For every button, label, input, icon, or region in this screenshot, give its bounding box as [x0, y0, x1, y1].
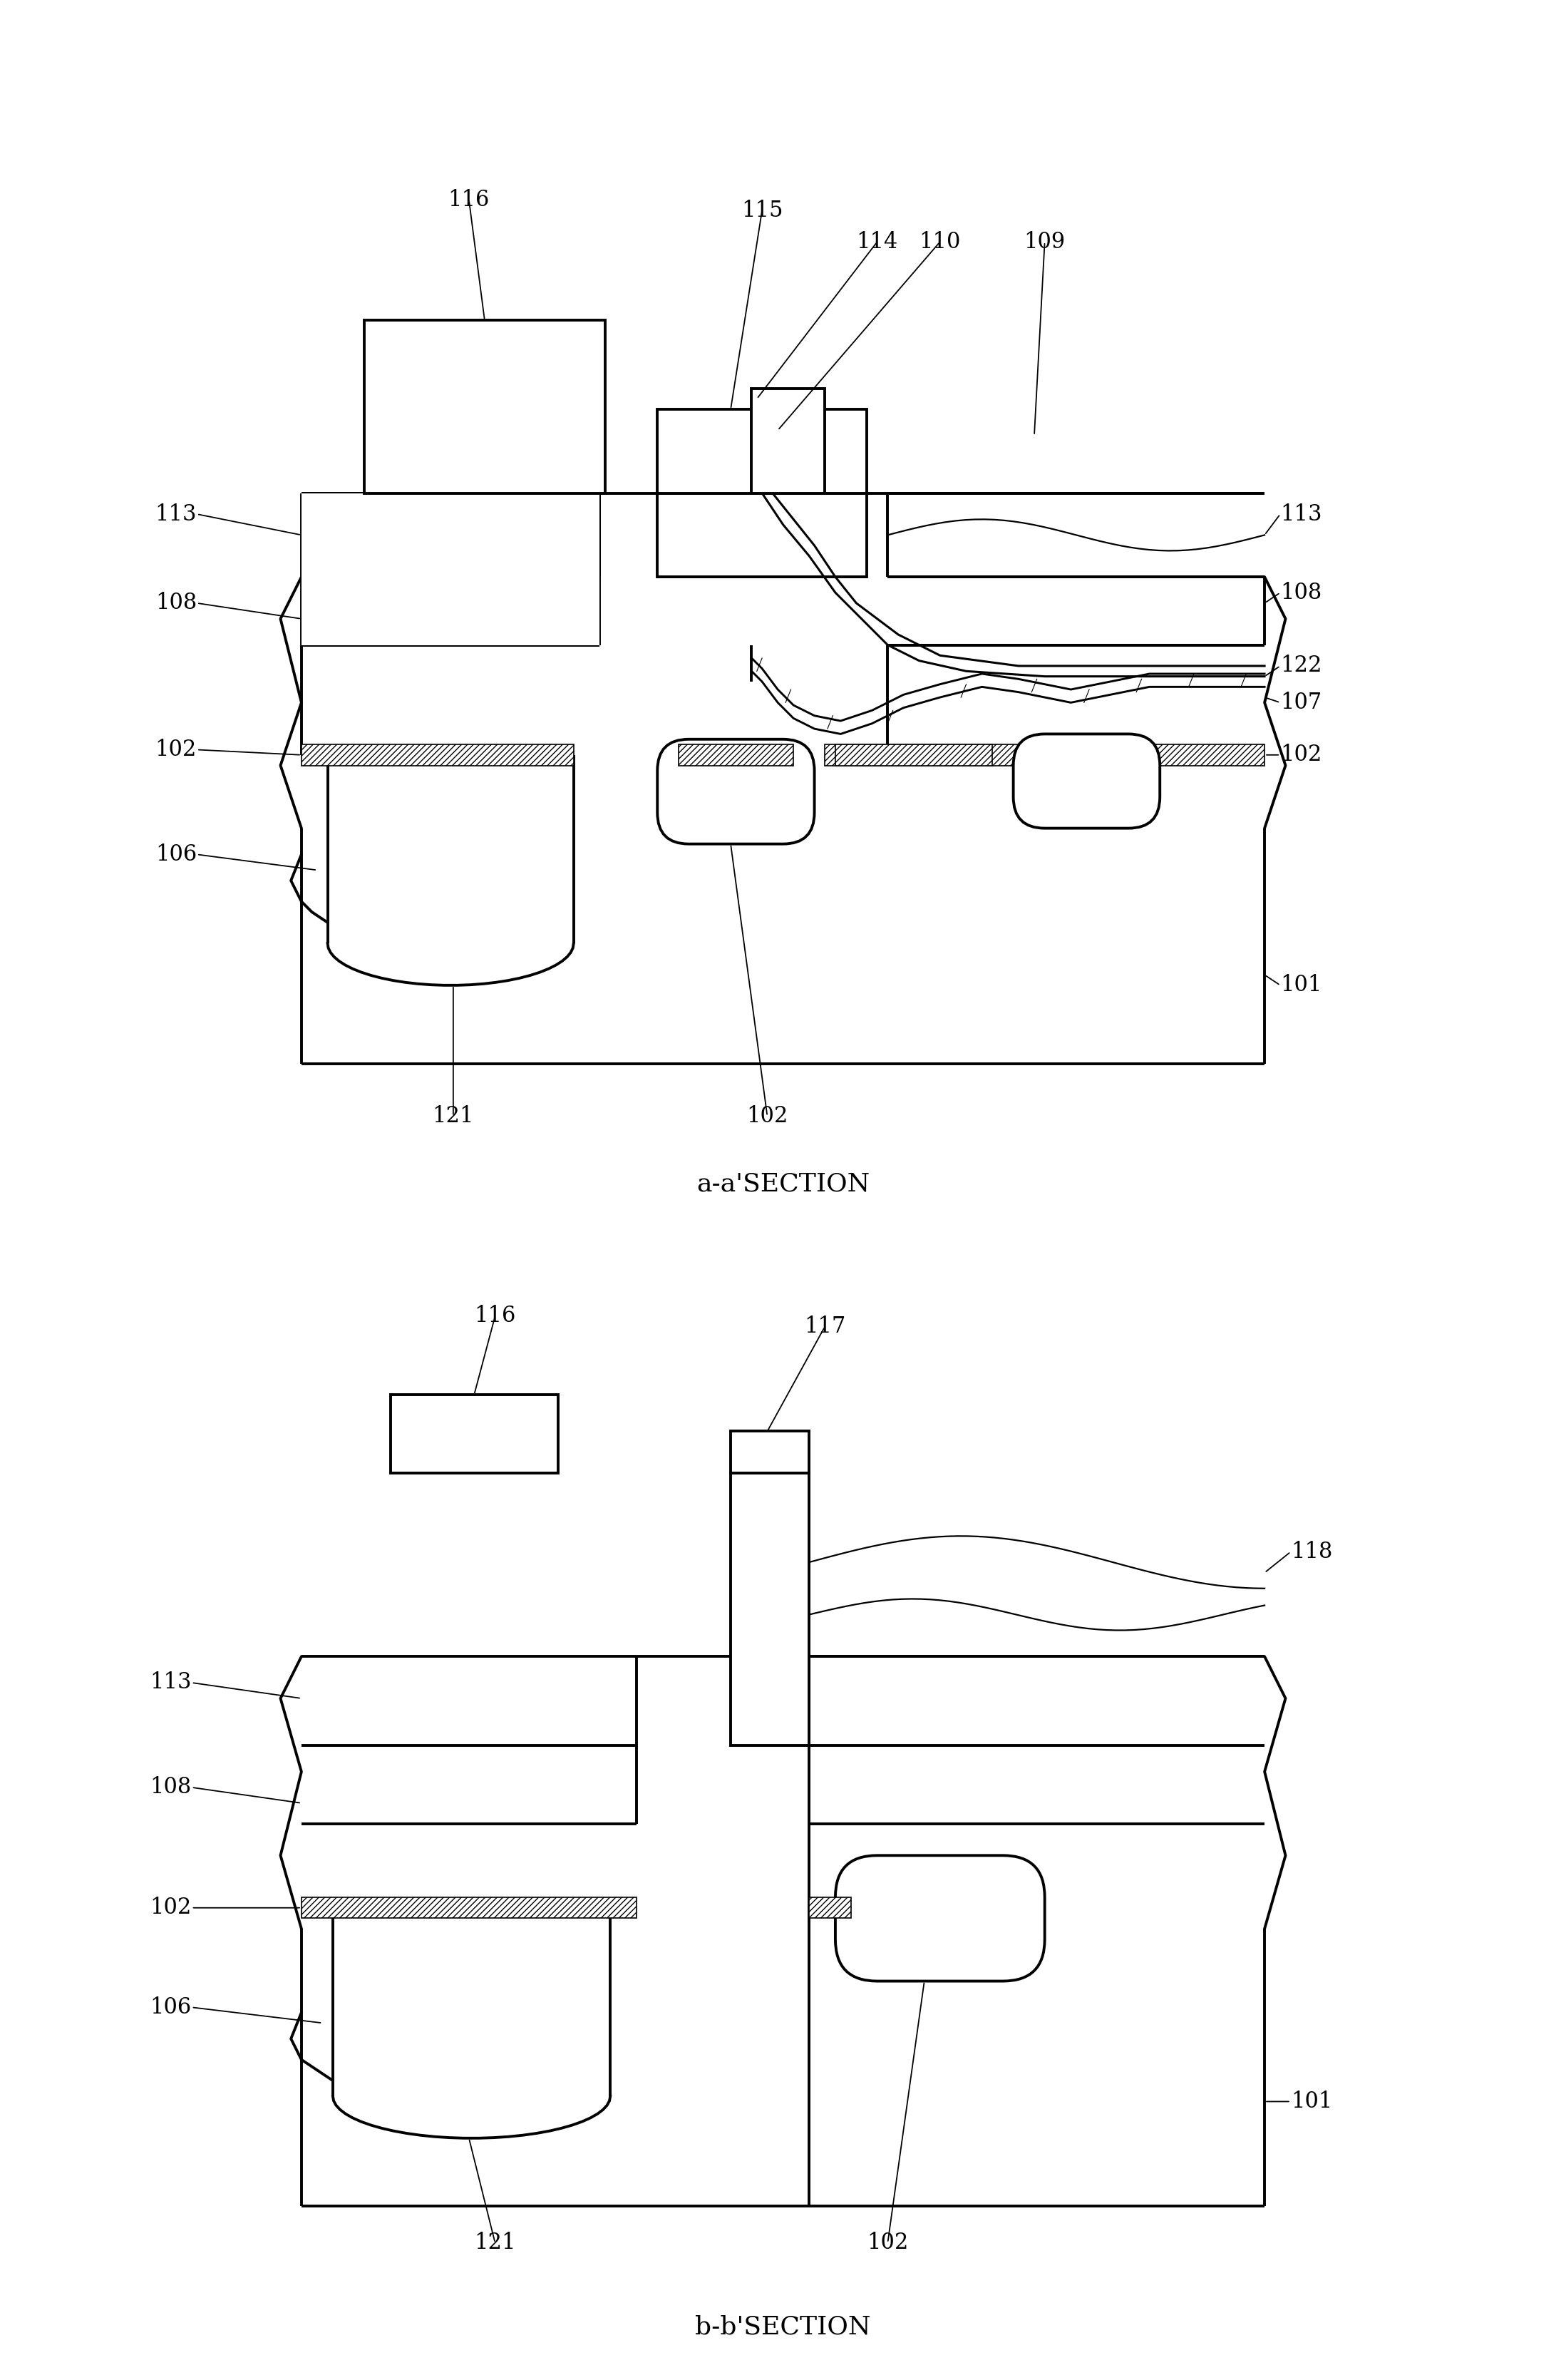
Text: 102: 102 [150, 1897, 191, 1918]
FancyBboxPatch shape [658, 740, 814, 845]
Text: 118: 118 [1290, 1540, 1333, 1564]
Bar [731, 1473, 810, 1745]
Text: 121: 121 [474, 2232, 515, 2254]
Bar [825, 745, 1265, 766]
Text: 110: 110 [919, 231, 962, 252]
Bar [678, 745, 794, 766]
Text: 106: 106 [150, 1997, 191, 2018]
Text: a-a'SECTION: a-a'SECTION [697, 1173, 869, 1197]
Text: 116: 116 [448, 188, 490, 212]
Text: 102: 102 [868, 2232, 908, 2254]
Text: 114: 114 [857, 231, 897, 252]
Text: 108: 108 [155, 593, 197, 614]
FancyBboxPatch shape [835, 1856, 1045, 1980]
Bar [731, 1430, 810, 1473]
Text: 107: 107 [1281, 693, 1322, 714]
Text: 108: 108 [1281, 581, 1322, 605]
Bar [390, 1395, 557, 1473]
Text: 115: 115 [741, 200, 783, 221]
Bar [835, 745, 993, 766]
Bar [365, 321, 604, 493]
Text: 116: 116 [474, 1304, 515, 1328]
Text: 109: 109 [1024, 231, 1065, 252]
Text: 106: 106 [155, 843, 197, 866]
Text: 102: 102 [155, 738, 197, 762]
Bar [658, 409, 866, 493]
Text: 113: 113 [155, 502, 197, 526]
Text: 101: 101 [1290, 2090, 1333, 2113]
Bar [301, 745, 573, 766]
Text: 122: 122 [1281, 655, 1322, 676]
Bar [810, 1897, 850, 1918]
FancyBboxPatch shape [1013, 733, 1160, 828]
Text: 102: 102 [747, 1104, 788, 1128]
Text: 108: 108 [150, 1775, 191, 1799]
Text: b-b'SECTION: b-b'SECTION [695, 2316, 871, 2340]
Bar [301, 1897, 636, 1918]
Bar [752, 388, 825, 493]
Text: 101: 101 [1281, 973, 1322, 997]
Text: 117: 117 [803, 1316, 846, 1338]
Text: 113: 113 [150, 1671, 191, 1695]
Text: 113: 113 [1281, 502, 1322, 526]
Text: 102: 102 [1281, 745, 1322, 766]
Bar [658, 493, 866, 576]
Bar [301, 493, 600, 576]
Bar [301, 576, 600, 645]
Text: 121: 121 [432, 1104, 474, 1128]
